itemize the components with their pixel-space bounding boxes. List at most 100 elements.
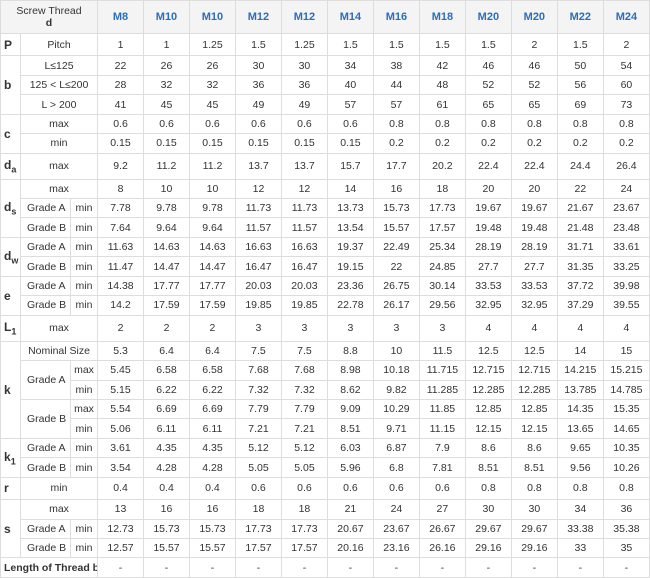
- value-cell: 19.67: [464, 198, 512, 219]
- value-cell: 20.16: [326, 538, 374, 559]
- table-body: P Pitch 1 1 1.25 1.5 1.25 1.5 1.5 1.5 1.5 2 1.5 2 b L≤1…: [0, 32, 650, 578]
- grade-label: Grade B: [20, 295, 71, 316]
- value-cell: 0.6: [280, 476, 328, 501]
- value-cell: 31.35: [556, 256, 604, 277]
- value-cell: 24.85: [418, 256, 466, 277]
- limit-label: min: [69, 295, 99, 316]
- value-cell: -: [97, 557, 144, 578]
- value-cell: 28: [97, 74, 144, 96]
- value-cell: 39.55: [602, 295, 650, 316]
- value-cell: 9.71: [372, 418, 420, 439]
- value-cell: 8.6: [510, 437, 558, 459]
- value-cell: 0.6: [280, 113, 328, 135]
- symbol-cell: s: [0, 499, 21, 559]
- value-cell: 9.65: [556, 437, 604, 459]
- symbol: s: [4, 521, 11, 536]
- value-cell: 0.2: [372, 133, 420, 154]
- value-cell: 29.67: [510, 518, 558, 540]
- value-cell: 1.5: [464, 32, 512, 57]
- symbol-cell: k1: [0, 437, 21, 478]
- value-cell: 32.95: [510, 295, 558, 316]
- value-cell: 12.57: [97, 538, 144, 559]
- value-cell: 12.85: [510, 398, 558, 420]
- value-cell: 21.67: [556, 198, 604, 219]
- value-cell: 27.7: [510, 256, 558, 277]
- value-cell: 3.61: [97, 437, 144, 459]
- value-cell: 17.77: [143, 275, 190, 297]
- value-cell: 4.35: [188, 437, 236, 459]
- size-header: M12: [234, 0, 282, 34]
- value-cell: 12.285: [464, 379, 512, 400]
- value-cell: 0.4: [97, 476, 144, 501]
- value-cell: 4.28: [143, 457, 190, 478]
- grade-label: Grade A: [20, 198, 71, 219]
- value-cell: -: [602, 557, 650, 578]
- value-cell: 26.4: [602, 152, 650, 180]
- value-cell: 19.85: [234, 295, 282, 316]
- size-header: M24: [602, 0, 650, 34]
- value-cell: 15.7: [326, 152, 374, 180]
- value-cell: 4: [556, 314, 604, 342]
- value-cell: 8.8: [326, 340, 374, 362]
- value-cell: 0.8: [510, 113, 558, 135]
- symbol-subscript: 1: [10, 455, 16, 466]
- row-label: Pitch: [19, 32, 99, 57]
- value-cell: 50: [556, 55, 604, 76]
- value-cell: 17.57: [234, 538, 282, 559]
- value-cell: 8.98: [326, 360, 374, 381]
- value-cell: 19.48: [510, 217, 558, 238]
- value-cell: 12.715: [510, 360, 558, 381]
- value-cell: 5.3: [97, 340, 144, 362]
- table-row: s max 13 16 16 18 18 21 24 27 30 30 34 36: [0, 499, 650, 559]
- value-cell: 19.67: [510, 198, 558, 219]
- value-cell: 15.73: [188, 518, 236, 540]
- value-cell: 3.54: [97, 457, 144, 478]
- table-row: c max 0.6 0.6 0.6 0.6 0.6 0.6 0.8 0.8 0.8 0.8 0.8 0.8: [0, 113, 650, 154]
- value-cell: 4.28: [188, 457, 236, 478]
- symbol: c: [4, 126, 11, 141]
- size-header: M8: [97, 0, 144, 34]
- value-cell: 24.4: [556, 152, 604, 180]
- symbol-cell: dw: [0, 236, 21, 277]
- value-cell: -: [188, 557, 236, 578]
- value-cell: 1: [97, 32, 144, 57]
- value-cell: 30.14: [418, 275, 466, 297]
- value-cell: 6.58: [143, 360, 190, 381]
- value-cell: 14.35: [556, 398, 604, 420]
- value-cell: 9.78: [143, 198, 190, 219]
- symbol: P: [4, 37, 13, 52]
- value-cell: 21: [326, 499, 374, 520]
- value-cell: 22: [372, 256, 420, 277]
- value-cell: 20.2: [418, 152, 466, 180]
- value-cell: 35: [602, 538, 650, 559]
- value-cell: 17.73: [418, 198, 466, 219]
- value-cell: 5.12: [280, 437, 328, 459]
- value-cell: 0.8: [510, 476, 558, 501]
- value-cell: 6.11: [143, 418, 190, 439]
- value-cell: 20.67: [326, 518, 374, 540]
- value-cell: 12.15: [464, 418, 512, 439]
- symbol-subscript: w: [11, 255, 19, 266]
- value-cell: -: [464, 557, 512, 578]
- value-cell: 0.6: [234, 113, 282, 135]
- symbol-cell: e: [0, 275, 21, 316]
- value-cell: 14.47: [143, 256, 190, 277]
- grade-label: Grade B: [20, 398, 71, 439]
- value-cell: 17.57: [418, 217, 466, 238]
- value-cell: 14.65: [602, 418, 650, 439]
- value-cell: 56: [556, 74, 604, 96]
- value-cell: 11.2: [143, 152, 190, 180]
- value-cell: 22: [97, 55, 144, 76]
- value-cell: 12.285: [510, 379, 558, 400]
- value-cell: 40: [326, 74, 374, 96]
- value-cell: 16.63: [280, 236, 328, 258]
- symbol: b: [4, 78, 12, 93]
- value-cell: 0.8: [602, 113, 650, 135]
- limit-label: min: [69, 275, 99, 297]
- value-cell: 16.63: [234, 236, 282, 258]
- value-cell: 11.73: [280, 198, 328, 219]
